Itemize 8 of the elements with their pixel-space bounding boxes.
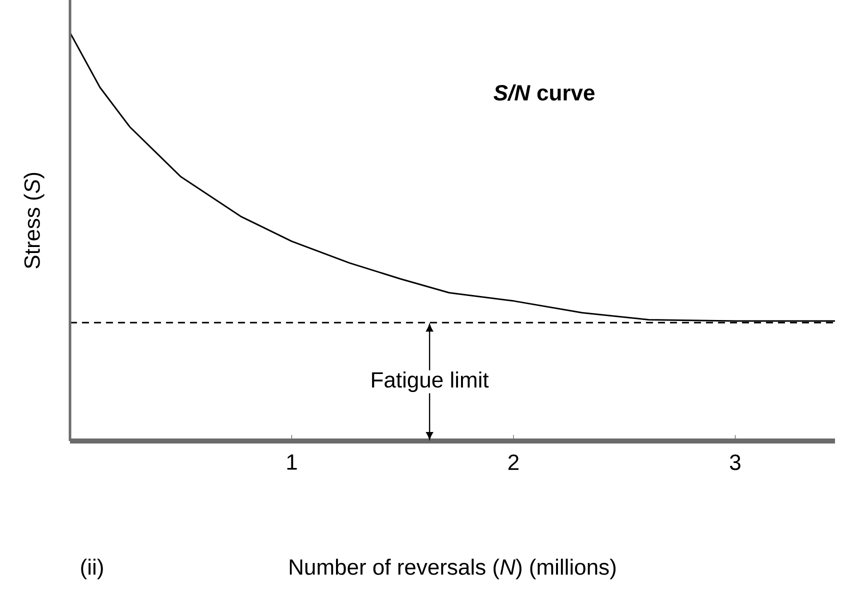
x-tick-label: 1 (287, 454, 297, 470)
y-axis-title: Stress (S) (24, 172, 44, 268)
x-axis-title: Number of reversals (N) (millions) (290, 558, 616, 580)
text: (ii) (81, 558, 103, 580)
x-tick-label: 3 (730, 454, 740, 470)
annotation: S/N curve (494, 84, 594, 101)
legend-label: Fatigue limit (372, 372, 489, 392)
x-tick-label: 2 (508, 454, 518, 470)
